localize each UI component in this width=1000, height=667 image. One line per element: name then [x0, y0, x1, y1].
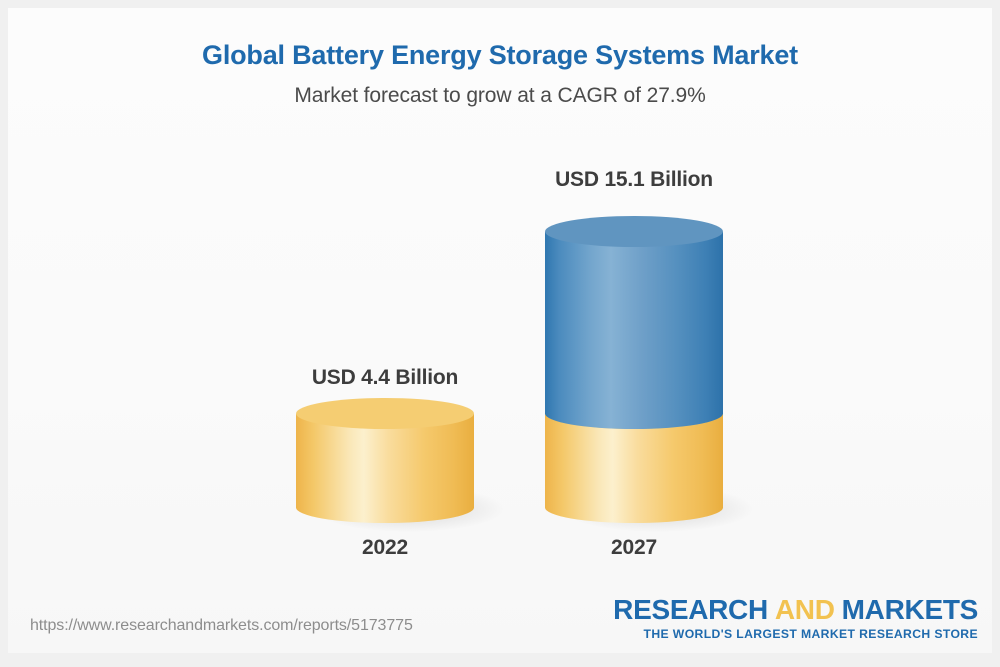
category-label-2022: 2022 [362, 536, 408, 559]
cylinder-2027 [545, 208, 753, 532]
cylinder-2022 [296, 398, 504, 532]
logo-word-and: AND [774, 593, 835, 625]
cylinder-body [296, 414, 474, 508]
bar-group-2022: USD 4.4 Billion 2022 [225, 8, 545, 588]
cylinder-top-cap [296, 398, 474, 429]
category-label-2027: 2027 [611, 536, 657, 559]
logo-wordmark: RESEARCH AND MARKETS [613, 593, 979, 625]
chart-subtitle: Market forecast to grow at a CAGR of 27.… [294, 84, 706, 107]
chart-card: Global Battery Energy Storage Systems Ma… [8, 8, 992, 653]
chart-header: Global Battery Energy Storage Systems Ma… [8, 8, 992, 108]
logo-tagline: THE WORLD'S LARGEST MARKET RESEARCH STOR… [643, 627, 978, 641]
source-url-link[interactable]: https://www.researchandmarkets.com/repor… [30, 617, 413, 634]
logo-word-markets: MARKETS [841, 593, 979, 625]
cylinder-base-body [545, 414, 723, 508]
value-label-2027: USD 15.1 Billion [555, 168, 713, 191]
research-and-markets-logo[interactable]: RESEARCH AND MARKETS THE WORLD'S LARGEST M… [613, 593, 979, 641]
page-title: Global Battery Energy Storage Systems Ma… [202, 40, 798, 70]
chart-footer: https://www.researchandmarkets.com/repor… [8, 587, 992, 653]
cylinder-blue-body [545, 232, 723, 414]
cylinder-top-cap [545, 216, 723, 247]
cylinder-blue-bottom-edge [545, 398, 723, 429]
chart-plot-area: USD 4.4 Billion 2022 USD 15.1 [8, 8, 992, 588]
value-label-2022: USD 4.4 Billion [311, 366, 459, 389]
bar-group-2027: USD 15.1 Billion [474, 8, 794, 588]
logo-word-research: RESEARCH [613, 593, 768, 625]
